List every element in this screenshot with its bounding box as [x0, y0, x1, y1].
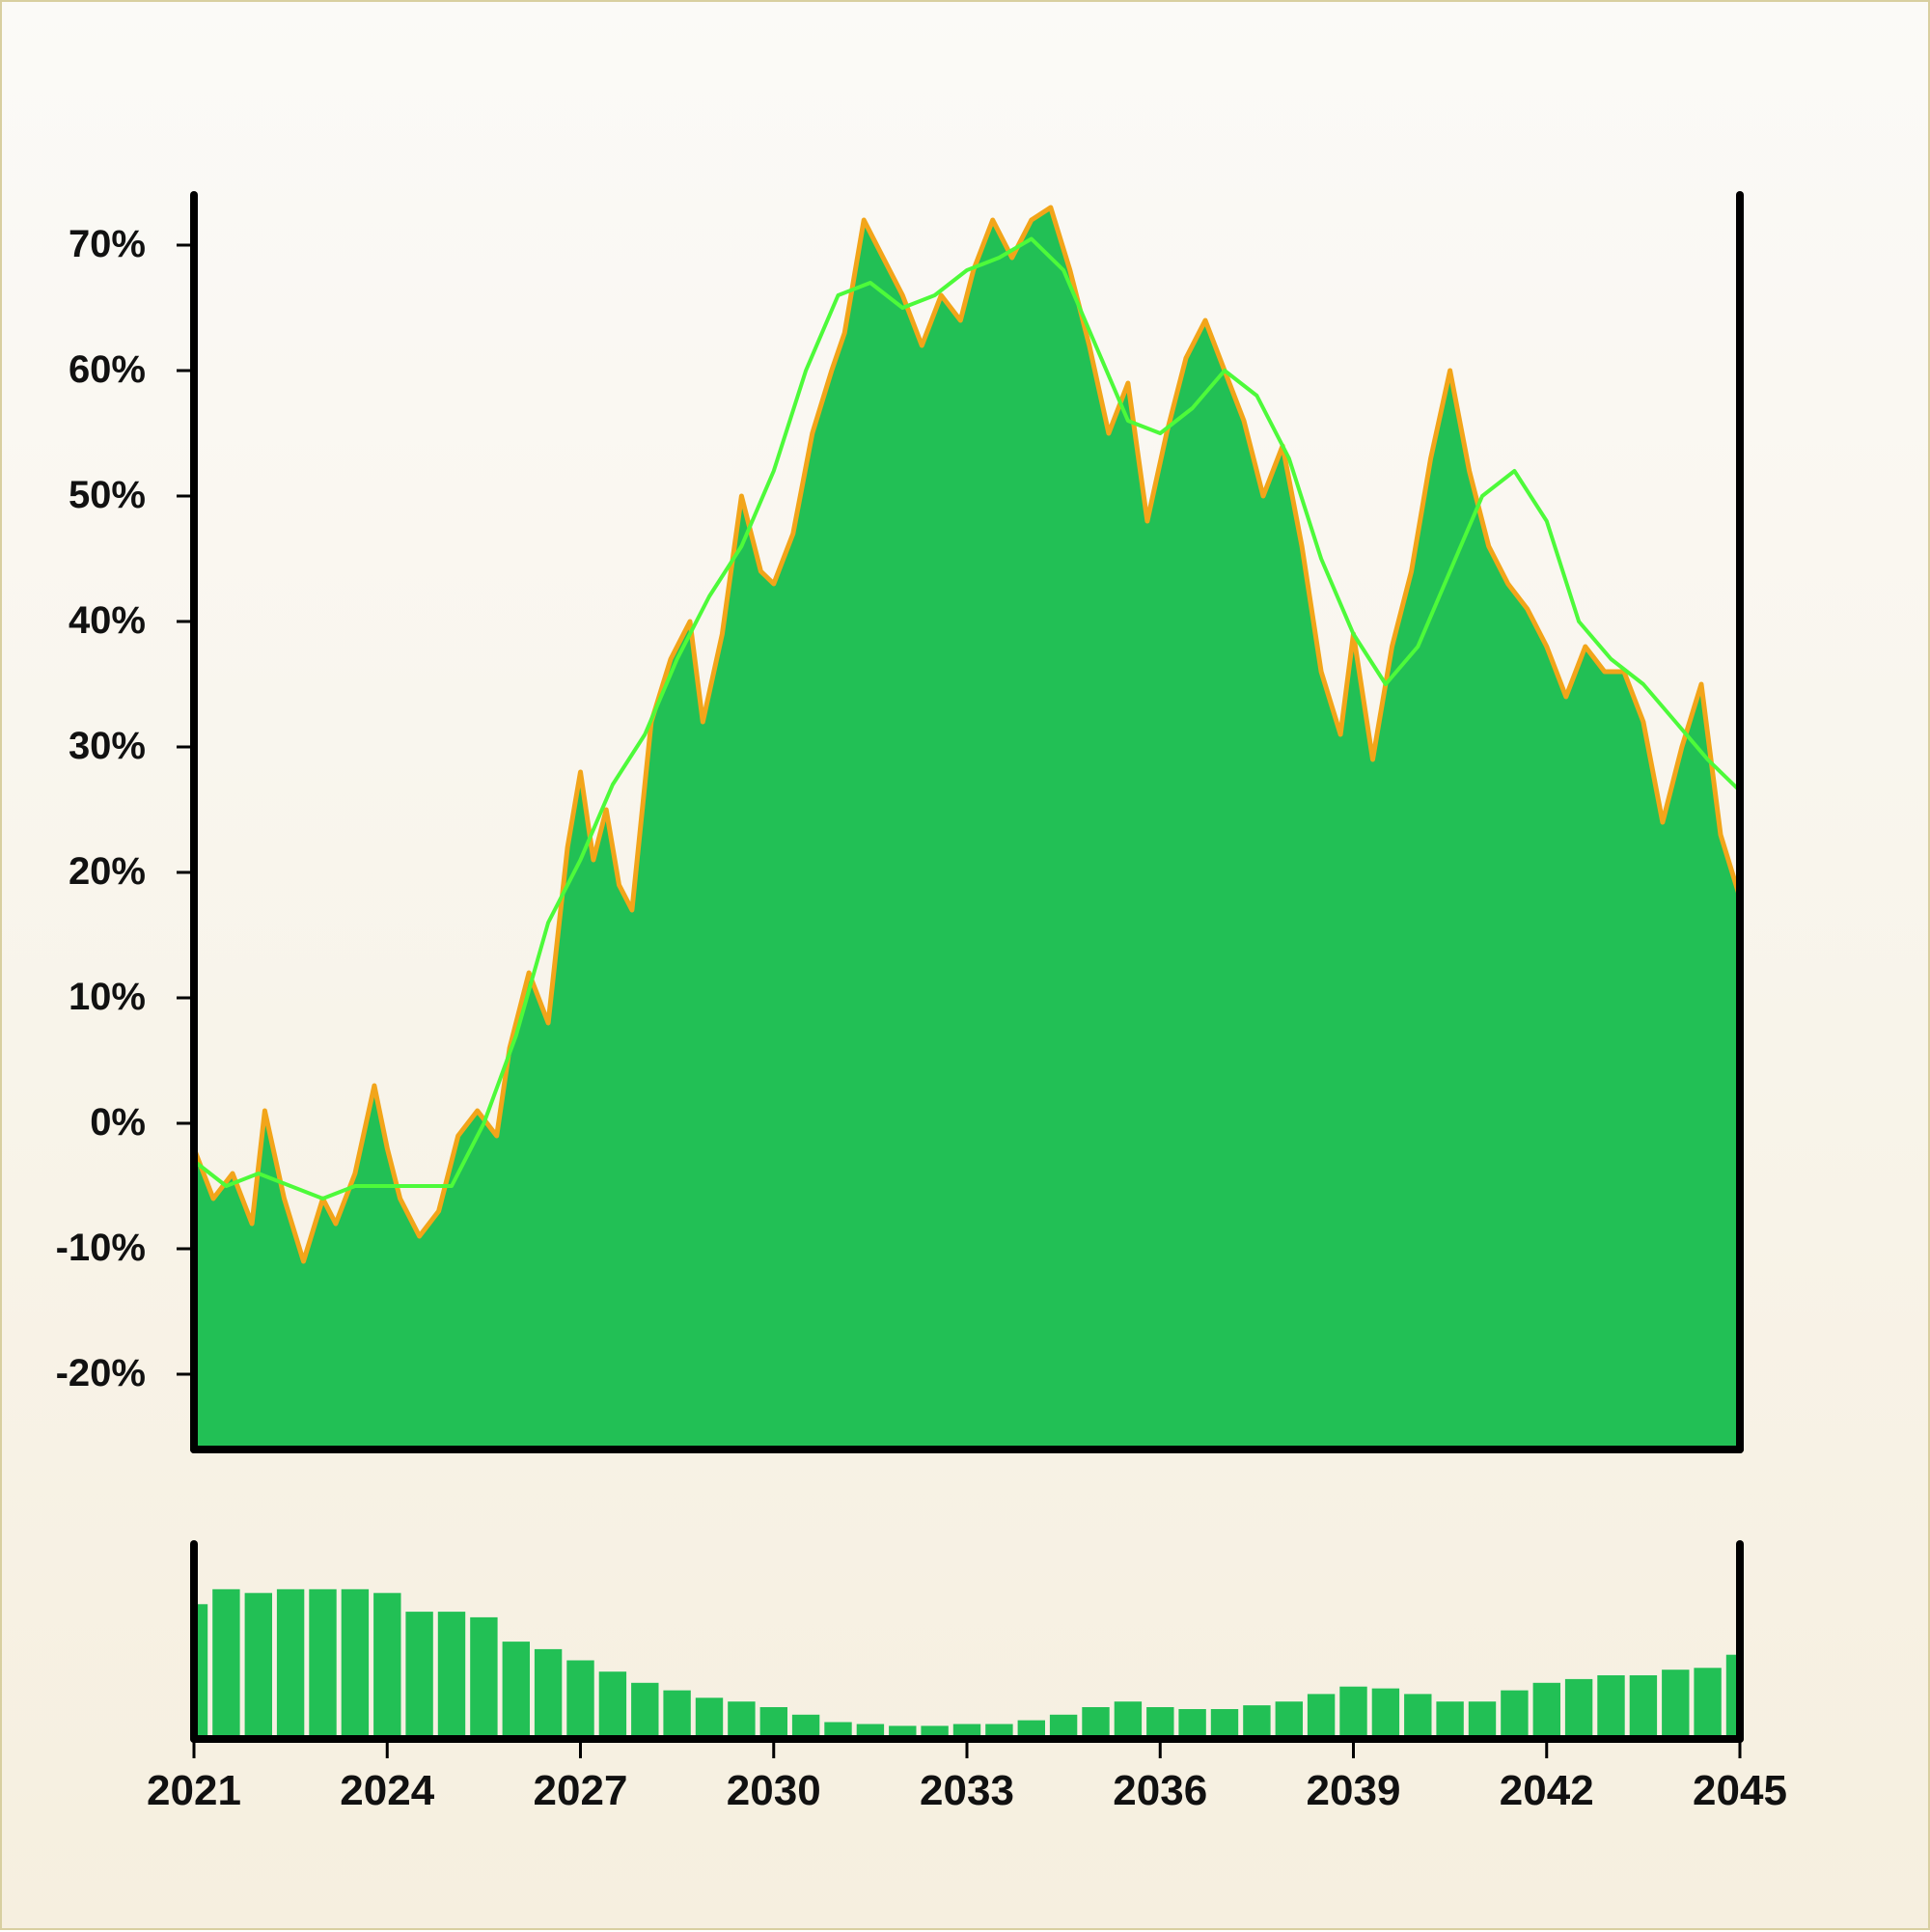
volume-bar: [1307, 1694, 1336, 1739]
y-tick-label: 50%: [69, 474, 146, 516]
volume-bar: [695, 1697, 724, 1739]
volume-bar: [1694, 1668, 1722, 1739]
x-tick-label: 2042: [1500, 1767, 1594, 1814]
x-tick-label: 2033: [920, 1767, 1014, 1814]
y-axis-ticks: -20% -10% 0% 10% 20% 30% 40% 50% 60% 70%: [56, 223, 194, 1394]
volume-bar: [1146, 1707, 1174, 1739]
x-tick-label: 2024: [340, 1767, 434, 1814]
volume-bar: [502, 1642, 530, 1739]
volume-bar: [759, 1707, 787, 1739]
volume-bar: [470, 1616, 498, 1739]
volume-bar: [566, 1660, 594, 1739]
volume-bar: [728, 1701, 756, 1739]
volume-bar: [405, 1612, 433, 1739]
volume-bar: [1629, 1675, 1658, 1739]
area-fill: [194, 207, 1740, 1449]
volume-bar: [791, 1714, 820, 1739]
volume-bar: [1501, 1690, 1529, 1739]
volume-bar: [1564, 1678, 1593, 1739]
volume-bar: [1436, 1701, 1464, 1739]
volume-bar: [341, 1588, 370, 1739]
volume-bar: [276, 1588, 305, 1739]
x-tick-label: 2021: [147, 1767, 241, 1814]
volume-bar: [1243, 1705, 1271, 1739]
x-tick-label: 2027: [534, 1767, 628, 1814]
volume-bar: [1371, 1688, 1400, 1739]
y-tick-label: 30%: [69, 725, 146, 767]
y-tick-label: -20%: [56, 1352, 146, 1394]
volume-bar: [1082, 1707, 1110, 1739]
volume-bar: [1114, 1701, 1143, 1739]
volume-bar: [1468, 1701, 1497, 1739]
x-axis-ticks: 2021 2024 2027 2030 2033 2036 2039 2042 2045: [147, 1739, 1787, 1814]
volume-bar: [1662, 1670, 1690, 1739]
x-tick-label: 2036: [1113, 1767, 1207, 1814]
volume-bar: [1404, 1694, 1432, 1739]
main-plot-axes: [190, 191, 1744, 1453]
volume-bar: [631, 1682, 659, 1739]
volume-bar: [1017, 1720, 1045, 1739]
volume-bar: [824, 1722, 852, 1739]
volume-bar: [1275, 1701, 1303, 1739]
volume-bar: [1339, 1686, 1367, 1739]
y-tick-label: -10%: [56, 1227, 146, 1269]
y-tick-label: 0%: [90, 1101, 146, 1144]
volume-bar: [373, 1592, 401, 1739]
volume-bar: [534, 1648, 563, 1739]
volume-bar: [1532, 1682, 1560, 1739]
volume-bar: [244, 1592, 272, 1739]
y-tick-label: 20%: [69, 850, 146, 893]
volume-bar: [212, 1588, 240, 1739]
volume-bar: [437, 1612, 466, 1739]
y-tick-label: 70%: [69, 223, 146, 265]
volume-bar: [309, 1588, 337, 1739]
volume-bar: [1049, 1714, 1078, 1739]
volume-bar-plot: [194, 1588, 1740, 1739]
x-tick-label: 2039: [1307, 1767, 1401, 1814]
volume-bar: [663, 1690, 691, 1739]
y-tick-label: 40%: [69, 599, 146, 642]
x-tick-label: 2045: [1693, 1767, 1787, 1814]
y-tick-label: 10%: [69, 976, 146, 1018]
x-tick-label: 2030: [727, 1767, 821, 1814]
y-tick-label: 60%: [69, 348, 146, 391]
volume-bar: [1597, 1675, 1625, 1739]
volume-bar: [1178, 1709, 1206, 1739]
main-area-plot: [191, 205, 1743, 1449]
volume-bar: [598, 1671, 627, 1739]
volume-bar: [1210, 1709, 1239, 1739]
moving-average-line: [192, 236, 1742, 1201]
area-edge-line: [191, 205, 1743, 1264]
